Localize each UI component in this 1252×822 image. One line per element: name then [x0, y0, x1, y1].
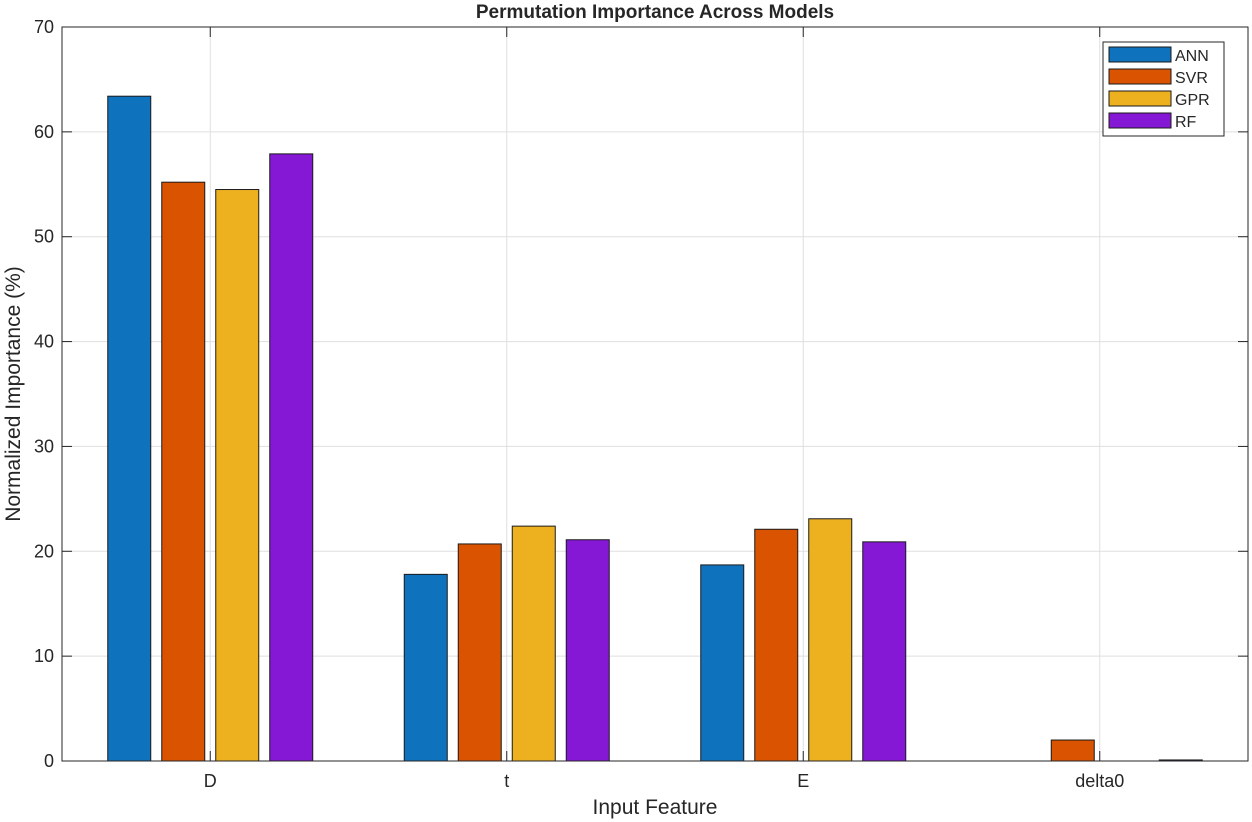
x-tick-label: E: [797, 771, 809, 791]
y-tick-label: 70: [34, 17, 54, 37]
chart-title: Permutation Importance Across Models: [476, 2, 834, 23]
legend-label-svr: SVR: [1175, 70, 1208, 87]
y-tick-label: 30: [34, 436, 54, 456]
legend-swatch-gpr: [1108, 90, 1172, 107]
bar-rf-t: [565, 539, 610, 762]
x-tick-label: t: [504, 771, 509, 791]
legend-swatch-svr: [1108, 68, 1172, 85]
bar-svr-e: [754, 528, 799, 762]
legend-label-rf: RF: [1175, 114, 1197, 131]
bar-gpr-t: [511, 525, 556, 762]
bar-ann-d: [107, 95, 152, 762]
y-tick-label: 40: [34, 332, 54, 352]
bar-svr-delta0: [1050, 739, 1095, 762]
x-tick-label: delta0: [1075, 771, 1124, 791]
legend-swatch-ann: [1108, 46, 1172, 63]
x-tick-label: D: [204, 771, 217, 791]
axes-box: [61, 26, 1249, 762]
y-tick-label: 60: [34, 122, 54, 142]
bar-rf-d: [269, 153, 314, 762]
bar-gpr-d: [215, 189, 260, 762]
y-tick-label: 10: [34, 646, 54, 666]
bar-gpr-e: [808, 518, 853, 762]
legend-swatch-rf: [1108, 112, 1172, 129]
legend-label-gpr: GPR: [1175, 92, 1210, 109]
bar-ann-e: [700, 564, 745, 762]
y-tick-label: 50: [34, 227, 54, 247]
legend: ANN SVR GPR RF: [1102, 41, 1225, 137]
bar-svr-t: [457, 543, 502, 762]
grid: [62, 26, 1248, 762]
y-tick-label: 0: [44, 751, 54, 771]
bar-svr-d: [161, 181, 206, 762]
y-tick-label: 20: [34, 541, 54, 561]
bars: [107, 95, 1203, 762]
x-axis-title: Input Feature: [593, 796, 718, 819]
y-axis-title: Normalized Importance (%): [2, 266, 25, 522]
bar-rf-e: [862, 541, 907, 762]
legend-label-ann: ANN: [1175, 48, 1209, 65]
bar-ann-t: [403, 573, 448, 762]
